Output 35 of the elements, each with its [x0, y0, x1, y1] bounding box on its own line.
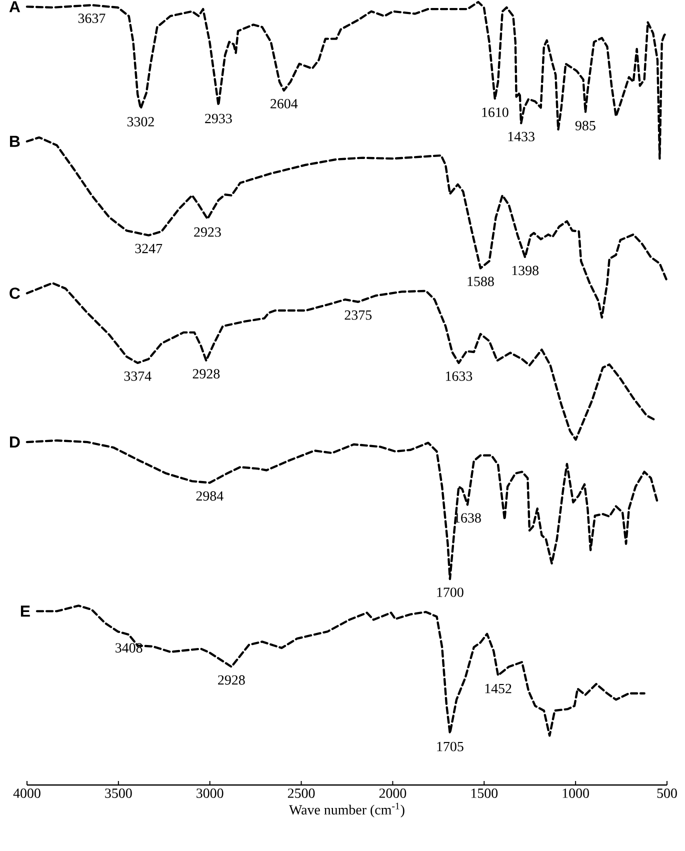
series-label: E: [20, 606, 30, 617]
annotation: 2375: [344, 310, 372, 320]
annotation: 2604: [270, 98, 298, 108]
annotation: 2928: [192, 369, 220, 379]
x-tick-label: 2500: [288, 788, 315, 798]
series-label: A: [9, 1, 20, 12]
x-axis-title: Wave number (cm$^{-1}$): [289, 802, 404, 818]
annotation: 3302: [127, 116, 154, 126]
annotation: 1398: [512, 266, 539, 276]
annotation: 3374: [124, 371, 152, 381]
annotation: 1433: [508, 132, 534, 142]
annotation: 2984: [196, 491, 224, 501]
annotation: 985: [575, 120, 596, 130]
x-tick-label: 1500: [471, 788, 498, 798]
series-label: C: [10, 288, 20, 299]
annotation: 3637: [78, 14, 106, 24]
annotation: 2923: [194, 227, 221, 237]
x-tick-label: 2000: [379, 788, 406, 798]
annotation: 1700: [437, 588, 464, 598]
series-label: D: [10, 436, 20, 448]
x-tick-label: 3000: [196, 788, 224, 798]
x-tick-label: 4000: [13, 788, 40, 798]
annotation: 1633: [446, 371, 472, 381]
annotation: 1452: [485, 684, 512, 694]
annotation: 1638: [454, 513, 481, 523]
annotation: 2928: [218, 675, 245, 685]
x-tick-label: 1000: [562, 788, 589, 798]
series-label: B: [10, 136, 20, 147]
x-tick-label: 3500: [105, 788, 132, 798]
annotation: 1588: [468, 276, 494, 286]
annotation: 3247: [135, 244, 162, 254]
annotation: 1705: [437, 742, 464, 752]
annotation: 1610: [482, 108, 508, 118]
x-tick-label: 500: [657, 788, 677, 798]
annotation: 2933: [205, 114, 232, 124]
